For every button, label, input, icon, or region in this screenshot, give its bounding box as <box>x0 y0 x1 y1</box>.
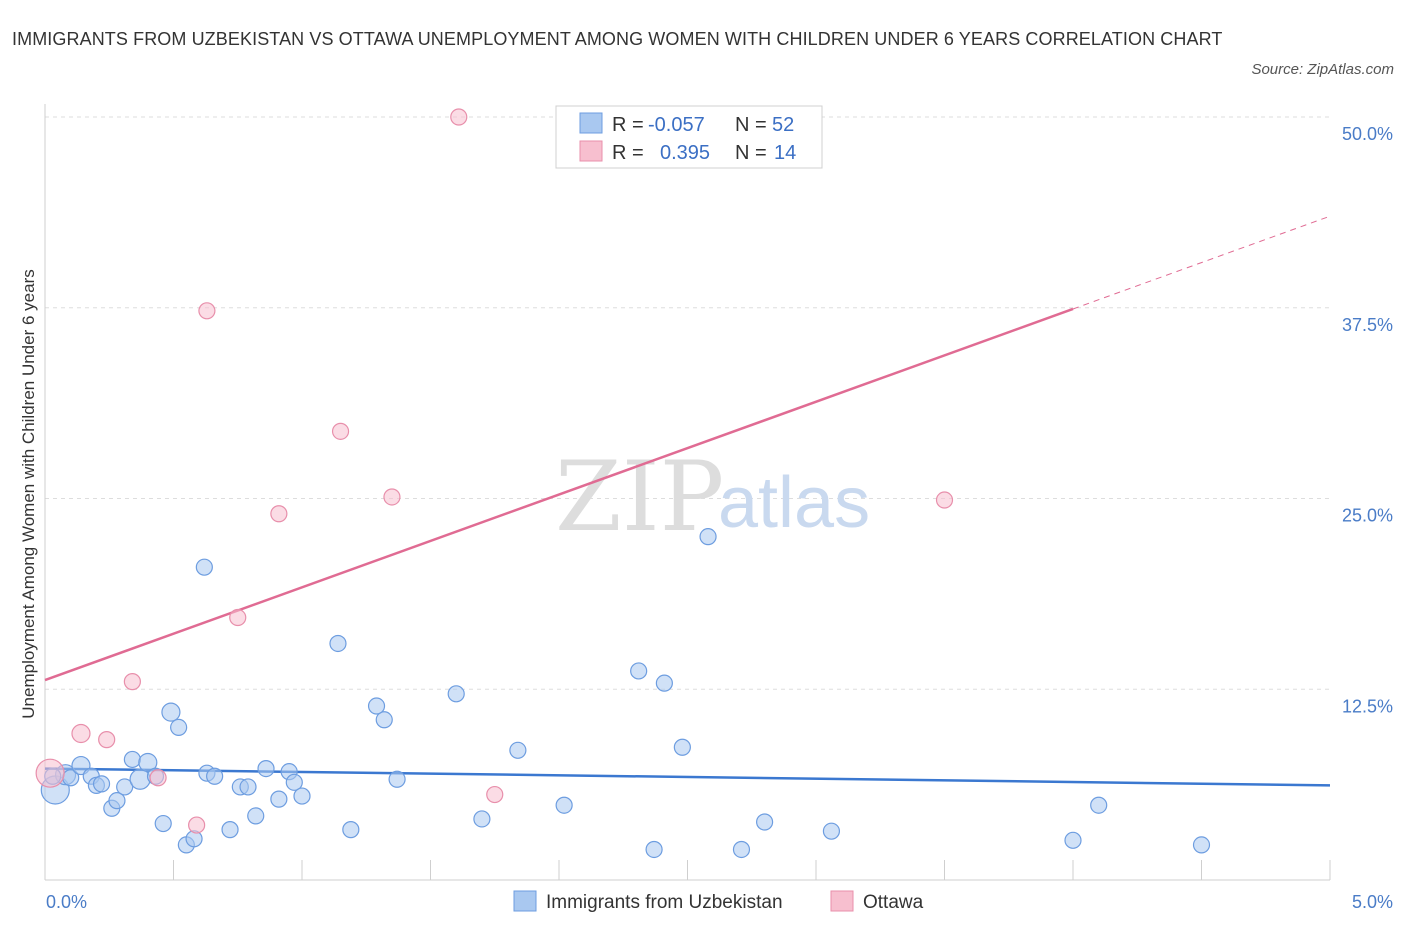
legend-n-label-2: N = <box>735 142 767 164</box>
point-uzbekistan-36 <box>447 685 465 703</box>
point-uzbekistan-39 <box>555 796 573 814</box>
bottom-legend-label-ottawa: Ottawa <box>863 892 924 913</box>
legend-r-label-2: R = <box>612 142 644 164</box>
chart-title: IMMIGRANTS FROM UZBEKISTAN VS OTTAWA UNE… <box>12 29 1223 49</box>
point-ottawa-9 <box>331 422 350 440</box>
point-ottawa-11 <box>450 108 468 126</box>
legend-swatch-blue <box>579 112 603 134</box>
y-tick-label-1: 25.0% <box>1342 506 1393 526</box>
point-uzbekistan-15 <box>161 702 181 722</box>
legend-r-value-2: 0.395 <box>660 142 710 164</box>
point-uzbekistan-14 <box>154 814 172 833</box>
bottom-legend-label-uzbekistan: Immigrants from Uzbekistan <box>546 892 783 913</box>
point-ottawa-10 <box>383 488 401 506</box>
point-ottawa-13 <box>935 491 954 509</box>
legend-n-value-2: 14 <box>774 142 796 164</box>
watermark-zip: ZIP <box>555 441 724 553</box>
trend-line-ottawa <box>44 307 1074 682</box>
point-ottawa-5 <box>188 816 206 834</box>
point-ottawa-8 <box>270 505 288 523</box>
point-ottawa-7 <box>229 608 247 627</box>
legend-n-label-1: N = <box>735 114 767 136</box>
point-uzbekistan-38 <box>509 741 527 759</box>
point-ottawa-4 <box>149 769 167 787</box>
point-uzbekistan-26 <box>257 760 275 778</box>
bottom-legend-swatch-blue <box>513 890 537 912</box>
trend-line-ottawa-extension <box>1072 215 1331 310</box>
point-uzbekistan-34 <box>375 711 393 729</box>
bottom-legend-swatch-pink <box>830 890 854 912</box>
point-uzbekistan-43 <box>673 738 691 756</box>
legend-n-value-1: 52 <box>772 114 794 136</box>
point-uzbekistan-32 <box>342 821 360 839</box>
y-tick-label-3: 50.0% <box>1342 124 1393 144</box>
point-uzbekistan-40 <box>630 662 648 680</box>
point-uzbekistan-47 <box>822 822 841 840</box>
axes <box>44 104 1331 881</box>
point-uzbekistan-8 <box>108 792 126 810</box>
point-uzbekistan-41 <box>645 840 663 859</box>
point-uzbekistan-10 <box>123 750 141 769</box>
point-ottawa-0 <box>35 758 65 788</box>
y-tick-label-2: 37.5% <box>1342 315 1393 335</box>
gridlines <box>45 116 1330 690</box>
point-uzbekistan-11 <box>129 768 151 790</box>
point-ottawa-3 <box>123 673 141 691</box>
point-uzbekistan-50 <box>1192 836 1211 854</box>
point-uzbekistan-21 <box>206 767 224 785</box>
point-uzbekistan-42 <box>655 674 673 692</box>
point-uzbekistan-35 <box>388 770 406 788</box>
point-ottawa-6 <box>198 302 216 320</box>
x-tick-label-1: 5.0% <box>1352 892 1393 912</box>
x-tick-labels: 0.0% 5.0% <box>46 892 1393 912</box>
point-uzbekistan-33 <box>367 697 386 715</box>
point-uzbekistan-48 <box>1064 831 1082 849</box>
point-uzbekistan-27 <box>270 790 288 808</box>
point-ottawa-2 <box>98 731 116 749</box>
legend-swatch-pink <box>579 140 603 162</box>
y-axis-label: Unemployment Among Women with Children U… <box>19 269 38 718</box>
series-ottawa-points <box>35 108 954 834</box>
source-note: Source: ZipAtlas.com <box>1251 61 1394 78</box>
point-uzbekistan-19 <box>195 558 213 576</box>
point-uzbekistan-49 <box>1090 796 1108 814</box>
point-uzbekistan-29 <box>285 773 303 791</box>
legend-r-value-1: -0.057 <box>648 114 705 136</box>
point-uzbekistan-9 <box>116 778 134 796</box>
y-tick-labels: 12.5% 25.0% 37.5% 50.0% <box>1342 124 1393 716</box>
point-uzbekistan-45 <box>732 840 751 859</box>
x-tick-label-0: 0.0% <box>46 892 87 912</box>
point-uzbekistan-37 <box>473 810 491 828</box>
y-tick-label-0: 12.5% <box>1342 696 1393 716</box>
point-uzbekistan-24 <box>239 778 257 796</box>
point-uzbekistan-12 <box>138 752 158 773</box>
point-uzbekistan-44 <box>699 528 717 546</box>
point-ottawa-12 <box>486 785 504 804</box>
legend-r-label-1: R = <box>612 114 644 136</box>
point-ottawa-1 <box>71 723 91 744</box>
point-uzbekistan-16 <box>170 718 188 737</box>
watermark-atlas: atlas <box>718 463 870 543</box>
bottom-legend: Immigrants from Uzbekistan Ottawa <box>513 890 924 913</box>
point-uzbekistan-25 <box>247 807 265 825</box>
legend-box: R = -0.057 N = 52 R = 0.395 N = 14 <box>555 105 823 169</box>
point-uzbekistan-30 <box>293 787 311 805</box>
point-uzbekistan-31 <box>329 634 347 653</box>
watermark: ZIP atlas <box>555 441 870 553</box>
y-axis-label-group: Unemployment Among Women with Children U… <box>19 269 38 718</box>
point-uzbekistan-22 <box>221 821 239 839</box>
series-uzbekistan-points <box>40 528 1211 859</box>
point-uzbekistan-6 <box>92 775 111 793</box>
point-uzbekistan-46 <box>755 813 774 831</box>
